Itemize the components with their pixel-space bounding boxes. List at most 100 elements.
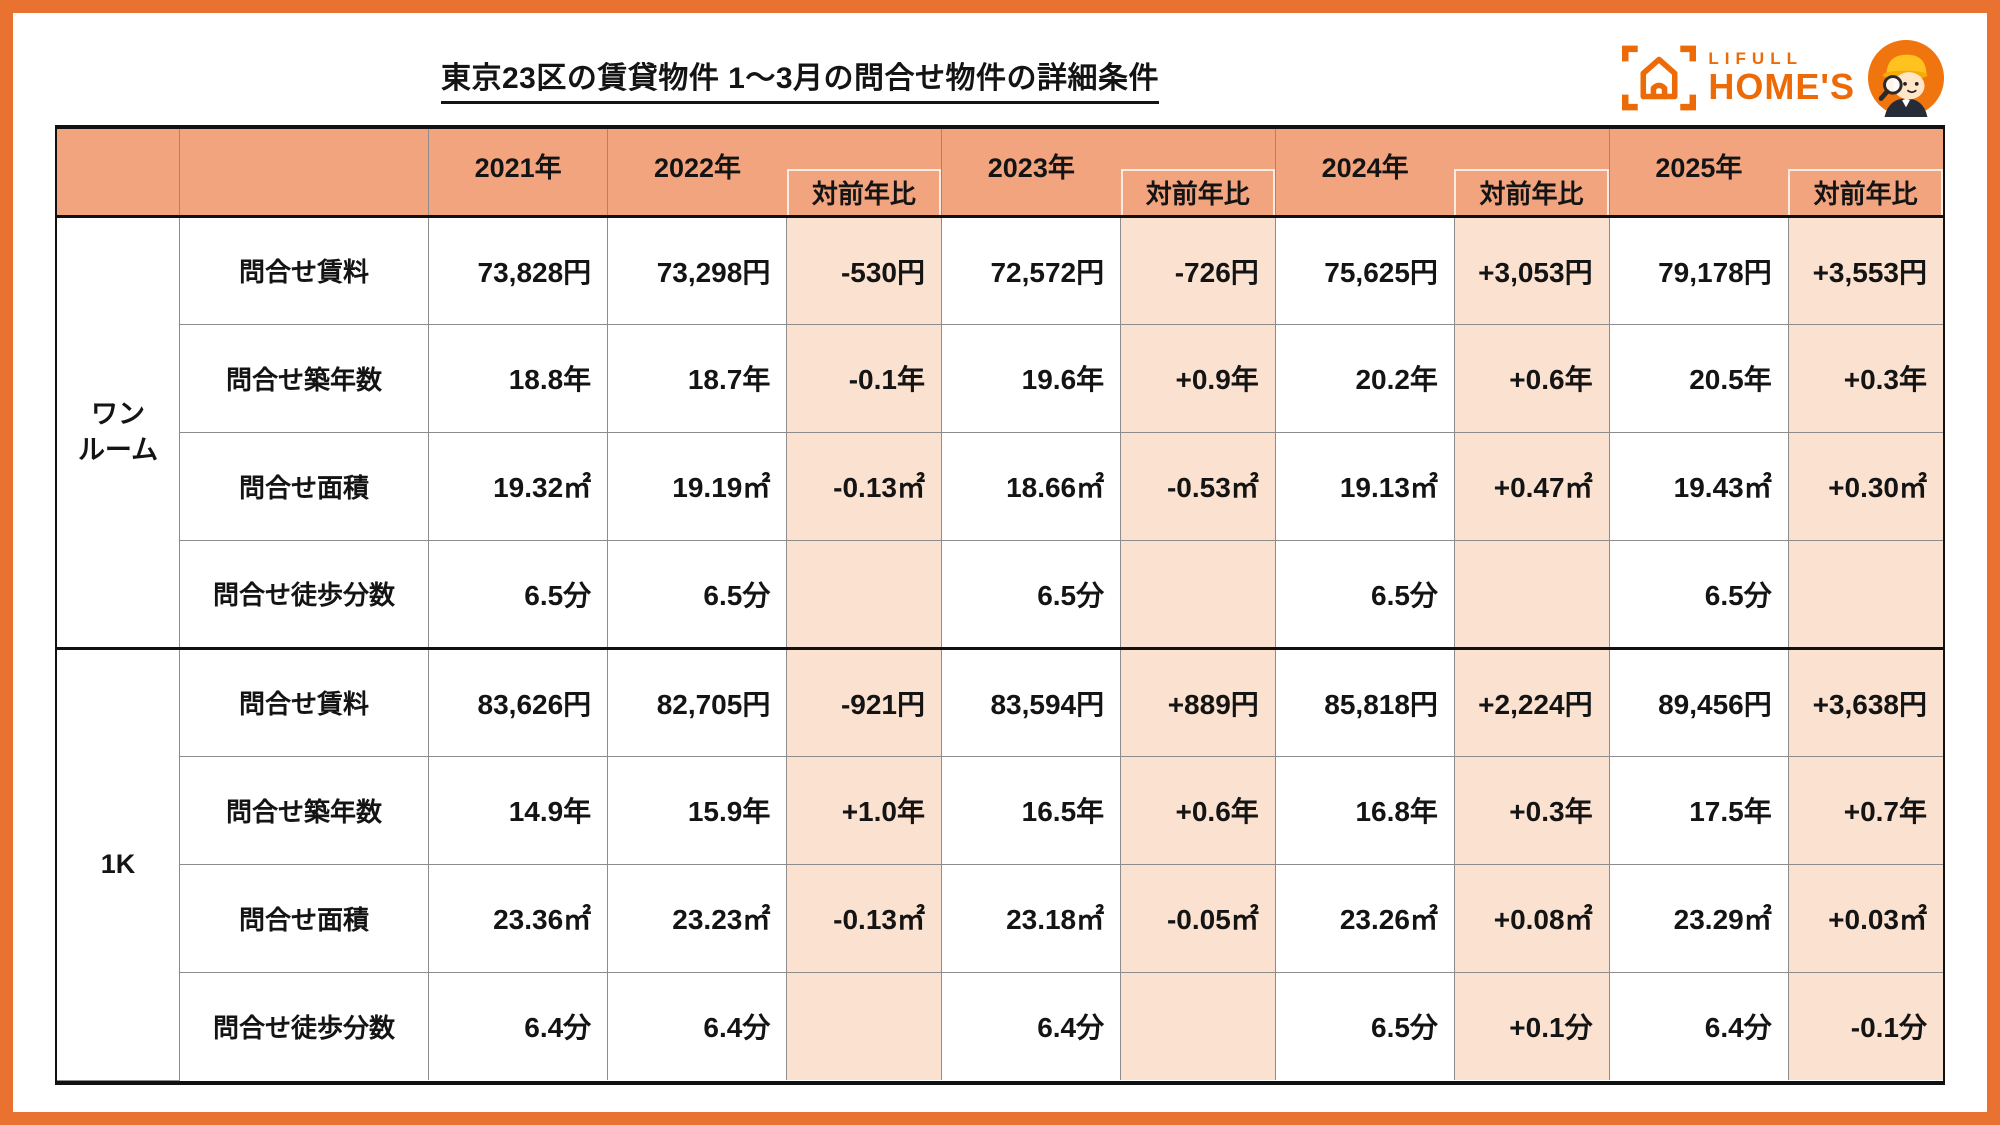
- table-row: ワン ルーム 問合せ賃料 73,828円 73,298円 -530円 72,57…: [57, 216, 1943, 649]
- group-label-1k: 1K: [57, 646, 181, 1081]
- diff-cell: +3,553円: [1788, 216, 1943, 325]
- details-table-frame: 2021年 2022年 対前年比 2023年 対前年比 2024年 対前年比 2…: [55, 125, 1945, 1085]
- diff-cell: -0.05㎡: [1120, 864, 1276, 973]
- diff-cell: +0.6年: [1120, 756, 1276, 865]
- value-cell: 23.23㎡: [607, 864, 788, 973]
- diff-cell: [1454, 540, 1610, 649]
- table-row: 1K 問合せ賃料 83,626円 82,705円 -921円 83,594円 +…: [57, 646, 1943, 1081]
- diff-cell: [786, 972, 942, 1080]
- value-cell: 19.13㎡: [1275, 432, 1455, 541]
- value-cell: 72,572円: [941, 216, 1122, 325]
- header-empty-cell: [179, 129, 430, 218]
- group-label-line: 1K: [100, 849, 136, 880]
- table-row: 問合せ面積 19.32㎡ 19.19㎡ -0.13㎡ 18.66㎡ -0.53㎡…: [57, 432, 1943, 541]
- value-cell: 6.4分: [428, 972, 609, 1080]
- value-cell: 82,705円: [607, 646, 788, 757]
- diff-cell: -921円: [786, 646, 942, 757]
- metric-label: 問合せ賃料: [179, 216, 430, 325]
- diff-cell: +0.08㎡: [1454, 864, 1610, 973]
- logo-lifull-text: LIFULL: [1708, 48, 1803, 68]
- value-cell: 20.2年: [1275, 324, 1455, 433]
- value-cell: 23.18㎡: [941, 864, 1122, 973]
- logo-text: LIFULL HOME'S: [1708, 48, 1855, 108]
- table-row: 問合せ徒歩分数 6.4分 6.4分 6.4分 6.5分 +0.1分 6.4分 -…: [57, 972, 1943, 1080]
- value-cell: 6.5分: [428, 540, 609, 649]
- value-cell: 19.32㎡: [428, 432, 609, 541]
- value-cell: 6.5分: [1275, 540, 1455, 649]
- lifull-homes-logo: LIFULL HOME'S: [1622, 39, 1945, 117]
- diff-subheader: 対前年比: [1788, 168, 1943, 215]
- diff-cell: +0.3年: [1454, 756, 1610, 865]
- top-bar: 東京23区の賃貸物件 1～3月の問合せ物件の詳細条件 LIFULL HOME'S: [55, 39, 1945, 125]
- value-cell: 15.9年: [607, 756, 788, 865]
- metric-label: 問合せ賃料: [179, 646, 430, 757]
- group-label-line: ワン: [91, 398, 146, 429]
- diff-cell: +3,053円: [1454, 216, 1610, 325]
- value-cell: 23.36㎡: [428, 864, 609, 973]
- value-cell: 6.5分: [941, 540, 1122, 649]
- value-cell: 14.9年: [428, 756, 609, 865]
- diff-subheader: 対前年比: [786, 168, 941, 215]
- table-row: 問合せ面積 23.36㎡ 23.23㎡ -0.13㎡ 23.18㎡ -0.05㎡…: [57, 864, 1943, 973]
- value-cell: 18.8年: [428, 324, 609, 433]
- diff-cell: -0.1年: [786, 324, 942, 433]
- value-cell: 17.5年: [1609, 756, 1789, 865]
- diff-cell: -726円: [1120, 216, 1276, 325]
- diff-header: 対前年比: [1788, 129, 1943, 218]
- value-cell: 75,625円: [1275, 216, 1455, 325]
- diff-cell: -0.13㎡: [786, 864, 942, 973]
- diff-cell: +2,224円: [1454, 646, 1610, 757]
- diff-cell: +0.7年: [1788, 756, 1943, 865]
- mascot-icon: [1867, 39, 1945, 117]
- logo-homes-text: HOME'S: [1708, 66, 1855, 108]
- diff-cell: -0.1分: [1788, 972, 1943, 1080]
- value-cell: 18.7年: [607, 324, 788, 433]
- diff-cell: +0.47㎡: [1454, 432, 1610, 541]
- group-label-line: ルーム: [77, 435, 159, 465]
- value-cell: 6.5分: [1275, 972, 1455, 1080]
- value-cell: 19.43㎡: [1609, 432, 1789, 541]
- table-row: 問合せ徒歩分数 6.5分 6.5分 6.5分 6.5分 6.5分: [57, 540, 1943, 649]
- diff-cell: -0.53㎡: [1120, 432, 1276, 541]
- diff-header: 対前年比: [1454, 129, 1610, 218]
- diff-cell: +0.03㎡: [1788, 864, 1943, 973]
- value-cell: 79,178円: [1609, 216, 1789, 325]
- value-cell: 73,298円: [607, 216, 788, 325]
- diff-cell: +0.30㎡: [1788, 432, 1943, 541]
- value-cell: 19.6年: [941, 324, 1122, 433]
- value-cell: 23.29㎡: [1609, 864, 1789, 973]
- diff-cell: +1.0年: [786, 756, 942, 865]
- value-cell: 16.5年: [941, 756, 1122, 865]
- value-cell: 6.4分: [607, 972, 788, 1080]
- metric-label: 問合せ徒歩分数: [179, 540, 430, 649]
- diff-cell: -0.13㎡: [786, 432, 942, 541]
- year-header: 2025年: [1609, 129, 1789, 218]
- value-cell: 83,626円: [428, 646, 609, 757]
- year-header: 2024年: [1275, 129, 1455, 218]
- year-header: 2022年: [607, 129, 787, 218]
- metric-label: 問合せ築年数: [179, 324, 430, 433]
- value-cell: 23.26㎡: [1275, 864, 1455, 973]
- year-header: 2023年: [941, 129, 1121, 218]
- value-cell: 19.19㎡: [607, 432, 788, 541]
- house-brackets-icon: [1622, 45, 1697, 111]
- value-cell: 16.8年: [1275, 756, 1455, 865]
- diff-cell: [1788, 540, 1943, 649]
- value-cell: 85,818円: [1275, 646, 1455, 757]
- table-row: 問合せ築年数 14.9年 15.9年 +1.0年 16.5年 +0.6年 16.…: [57, 756, 1943, 865]
- value-cell: 20.5年: [1609, 324, 1789, 433]
- value-cell: 6.5分: [607, 540, 788, 649]
- page-title: 東京23区の賃貸物件 1～3月の問合せ物件の詳細条件: [55, 53, 1545, 104]
- diff-cell: [1120, 972, 1276, 1080]
- group-label-oneroom: ワン ルーム: [57, 216, 181, 649]
- diff-cell: +3,638円: [1788, 646, 1943, 757]
- diff-cell: -530円: [786, 216, 942, 325]
- header-row: 2021年 2022年 対前年比 2023年 対前年比 2024年 対前年比 2…: [57, 129, 1943, 218]
- metric-label: 問合せ面積: [179, 432, 430, 541]
- value-cell: 83,594円: [941, 646, 1122, 757]
- diff-cell: [786, 540, 942, 649]
- value-cell: 6.5分: [1609, 540, 1789, 649]
- table-row: 問合せ築年数 18.8年 18.7年 -0.1年 19.6年 +0.9年 20.…: [57, 324, 1943, 433]
- value-cell: 89,456円: [1609, 646, 1789, 757]
